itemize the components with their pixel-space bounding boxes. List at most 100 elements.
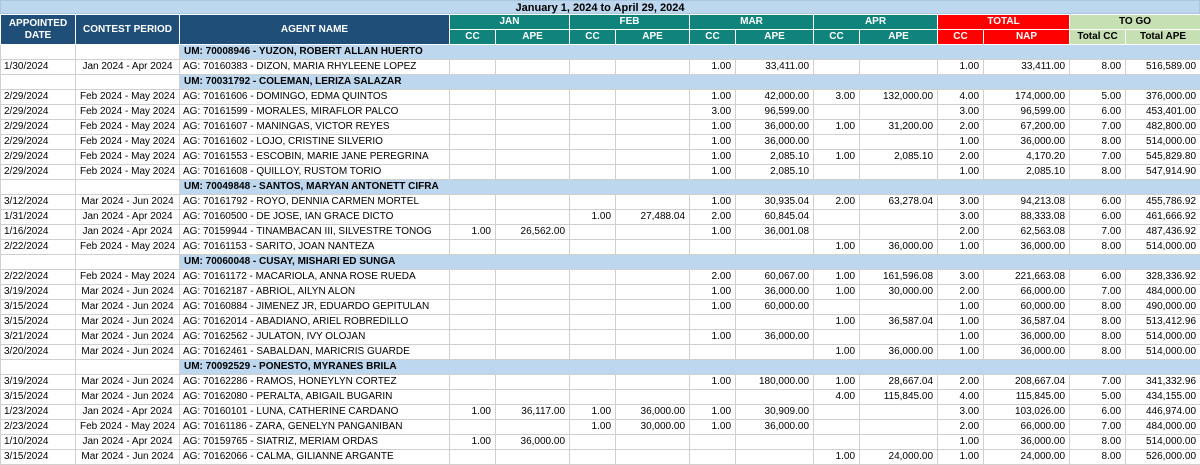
contest-period-cell[interactable]: Feb 2024 - May 2024 bbox=[76, 165, 180, 180]
total-cc-cell[interactable]: 1.00 bbox=[938, 315, 984, 330]
jan-cc-cell[interactable] bbox=[450, 120, 496, 135]
total-nap-cell[interactable]: 36,000.00 bbox=[984, 345, 1070, 360]
mar-cc-cell[interactable]: 1.00 bbox=[690, 135, 736, 150]
agent-name-cell[interactable]: AG: 70162461 - SABALDAN, MARICRIS GUARDE bbox=[180, 345, 450, 360]
togo-total-cc-cell[interactable]: 8.00 bbox=[1070, 165, 1126, 180]
jan-cc-cell[interactable] bbox=[450, 315, 496, 330]
apr-ape-cell[interactable]: 161,596.08 bbox=[860, 270, 938, 285]
mar-ape-cell[interactable] bbox=[736, 315, 814, 330]
jan-ape-cell[interactable] bbox=[496, 450, 570, 465]
contest-period-cell[interactable]: Mar 2024 - Jun 2024 bbox=[76, 345, 180, 360]
feb-cc-cell[interactable] bbox=[570, 285, 616, 300]
total-cc-cell[interactable]: 1.00 bbox=[938, 330, 984, 345]
feb-cc-cell[interactable] bbox=[570, 375, 616, 390]
apr-cc-cell[interactable]: 1.00 bbox=[814, 270, 860, 285]
jan-cc-cell[interactable]: 1.00 bbox=[450, 405, 496, 420]
apr-ape-cell[interactable]: 30,000.00 bbox=[860, 285, 938, 300]
mar-ape-cell[interactable]: 60,000.00 bbox=[736, 300, 814, 315]
total-nap-cell[interactable]: 221,663.08 bbox=[984, 270, 1070, 285]
apr-cc-cell[interactable] bbox=[814, 300, 860, 315]
togo-total-cc-cell[interactable]: 8.00 bbox=[1070, 450, 1126, 465]
togo-total-ape-cell[interactable]: 328,336.92 bbox=[1126, 270, 1200, 285]
feb-ape-cell[interactable] bbox=[616, 300, 690, 315]
apr-ape-cell[interactable]: 36,000.00 bbox=[860, 240, 938, 255]
apr-ape-cell[interactable] bbox=[860, 225, 938, 240]
mar-cc-cell[interactable]: 1.00 bbox=[690, 375, 736, 390]
feb-cc-cell[interactable] bbox=[570, 105, 616, 120]
togo-total-ape-cell[interactable]: 376,000.00 bbox=[1126, 90, 1200, 105]
mar-ape-cell[interactable] bbox=[736, 345, 814, 360]
togo-total-cc-cell[interactable]: 5.00 bbox=[1070, 390, 1126, 405]
agent-name-cell[interactable]: AG: 70160383 - DIZON, MARIA RHYLEENE LOP… bbox=[180, 60, 450, 75]
togo-total-ape-cell[interactable]: 453,401.00 bbox=[1126, 105, 1200, 120]
jan-cc-cell[interactable] bbox=[450, 165, 496, 180]
agent-name-cell[interactable]: AG: 70162562 - JULATON, IVY OLOJAN bbox=[180, 330, 450, 345]
apr-ape-cell[interactable]: 24,000.00 bbox=[860, 450, 938, 465]
mar-cc-cell[interactable] bbox=[690, 450, 736, 465]
togo-total-cc-cell[interactable]: 8.00 bbox=[1070, 345, 1126, 360]
apr-ape-cell[interactable] bbox=[860, 300, 938, 315]
um-label-cell[interactable]: UM: 70049848 - SANTOS, MARYAN ANTONETT C… bbox=[180, 180, 1200, 195]
jan-cc-cell[interactable] bbox=[450, 390, 496, 405]
contest-period-cell[interactable]: Feb 2024 - May 2024 bbox=[76, 270, 180, 285]
jan-ape-cell[interactable]: 36,000.00 bbox=[496, 435, 570, 450]
togo-total-ape-cell[interactable]: 461,666.92 bbox=[1126, 210, 1200, 225]
togo-total-cc-cell[interactable]: 6.00 bbox=[1070, 405, 1126, 420]
contest-period-cell[interactable]: Mar 2024 - Jun 2024 bbox=[76, 300, 180, 315]
apr-ape-cell[interactable] bbox=[860, 435, 938, 450]
mar-cc-cell[interactable]: 1.00 bbox=[690, 165, 736, 180]
agent-name-cell[interactable]: AG: 70162080 - PERALTA, ABIGAIL BUGARIN bbox=[180, 390, 450, 405]
mar-ape-cell[interactable]: 2,085.10 bbox=[736, 150, 814, 165]
togo-total-ape-cell[interactable]: 487,436.92 bbox=[1126, 225, 1200, 240]
contest-period-cell[interactable]: Jan 2024 - Apr 2024 bbox=[76, 210, 180, 225]
total-cc-cell[interactable]: 1.00 bbox=[938, 60, 984, 75]
togo-total-cc-cell[interactable]: 7.00 bbox=[1070, 225, 1126, 240]
jan-ape-cell[interactable] bbox=[496, 210, 570, 225]
jan-cc-cell[interactable]: 1.00 bbox=[450, 225, 496, 240]
feb-ape-cell[interactable] bbox=[616, 195, 690, 210]
total-nap-cell[interactable]: 208,667.04 bbox=[984, 375, 1070, 390]
empty-cell[interactable] bbox=[76, 180, 180, 195]
mar-ape-cell[interactable]: 30,909.00 bbox=[736, 405, 814, 420]
agent-name-cell[interactable]: AG: 70161606 - DOMINGO, EDMA QUINTOS bbox=[180, 90, 450, 105]
jan-cc-cell[interactable] bbox=[450, 285, 496, 300]
appointed-date-cell[interactable]: 3/19/2024 bbox=[1, 375, 76, 390]
togo-total-cc-cell[interactable]: 6.00 bbox=[1070, 105, 1126, 120]
jan-cc-cell[interactable] bbox=[450, 60, 496, 75]
total-cc-cell[interactable]: 4.00 bbox=[938, 390, 984, 405]
feb-ape-cell[interactable] bbox=[616, 435, 690, 450]
mar-cc-cell[interactable]: 1.00 bbox=[690, 90, 736, 105]
mar-ape-cell[interactable]: 33,411.00 bbox=[736, 60, 814, 75]
apr-cc-cell[interactable]: 1.00 bbox=[814, 240, 860, 255]
togo-total-cc-cell[interactable]: 6.00 bbox=[1070, 270, 1126, 285]
feb-cc-cell[interactable] bbox=[570, 330, 616, 345]
togo-total-ape-cell[interactable]: 455,786.92 bbox=[1126, 195, 1200, 210]
apr-ape-cell[interactable]: 36,587.04 bbox=[860, 315, 938, 330]
um-label-cell[interactable]: UM: 70092529 - PONESTO, MYRANES BRILA bbox=[180, 360, 1200, 375]
jan-ape-cell[interactable]: 36,117.00 bbox=[496, 405, 570, 420]
appointed-date-cell[interactable]: 1/16/2024 bbox=[1, 225, 76, 240]
feb-ape-cell[interactable] bbox=[616, 345, 690, 360]
feb-ape-cell[interactable] bbox=[616, 450, 690, 465]
um-label-cell[interactable]: UM: 70008946 - YUZON, ROBERT ALLAN HUERT… bbox=[180, 45, 1200, 60]
total-cc-cell[interactable]: 3.00 bbox=[938, 195, 984, 210]
total-nap-cell[interactable]: 96,599.00 bbox=[984, 105, 1070, 120]
mar-ape-cell[interactable]: 2,085.10 bbox=[736, 165, 814, 180]
jan-ape-cell[interactable] bbox=[496, 165, 570, 180]
total-cc-cell[interactable]: 2.00 bbox=[938, 120, 984, 135]
mar-cc-cell[interactable] bbox=[690, 240, 736, 255]
mar-cc-cell[interactable]: 1.00 bbox=[690, 420, 736, 435]
feb-ape-cell[interactable] bbox=[616, 330, 690, 345]
total-cc-cell[interactable]: 3.00 bbox=[938, 270, 984, 285]
appointed-date-cell[interactable]: 2/29/2024 bbox=[1, 105, 76, 120]
jan-cc-cell[interactable] bbox=[450, 210, 496, 225]
total-nap-cell[interactable]: 103,026.00 bbox=[984, 405, 1070, 420]
total-nap-cell[interactable]: 67,200.00 bbox=[984, 120, 1070, 135]
mar-ape-cell[interactable] bbox=[736, 450, 814, 465]
apr-cc-cell[interactable]: 1.00 bbox=[814, 150, 860, 165]
mar-ape-cell[interactable]: 60,067.00 bbox=[736, 270, 814, 285]
togo-total-ape-cell[interactable]: 514,000.00 bbox=[1126, 240, 1200, 255]
feb-ape-cell[interactable] bbox=[616, 120, 690, 135]
mar-cc-cell[interactable] bbox=[690, 315, 736, 330]
togo-total-ape-cell[interactable]: 516,589.00 bbox=[1126, 60, 1200, 75]
